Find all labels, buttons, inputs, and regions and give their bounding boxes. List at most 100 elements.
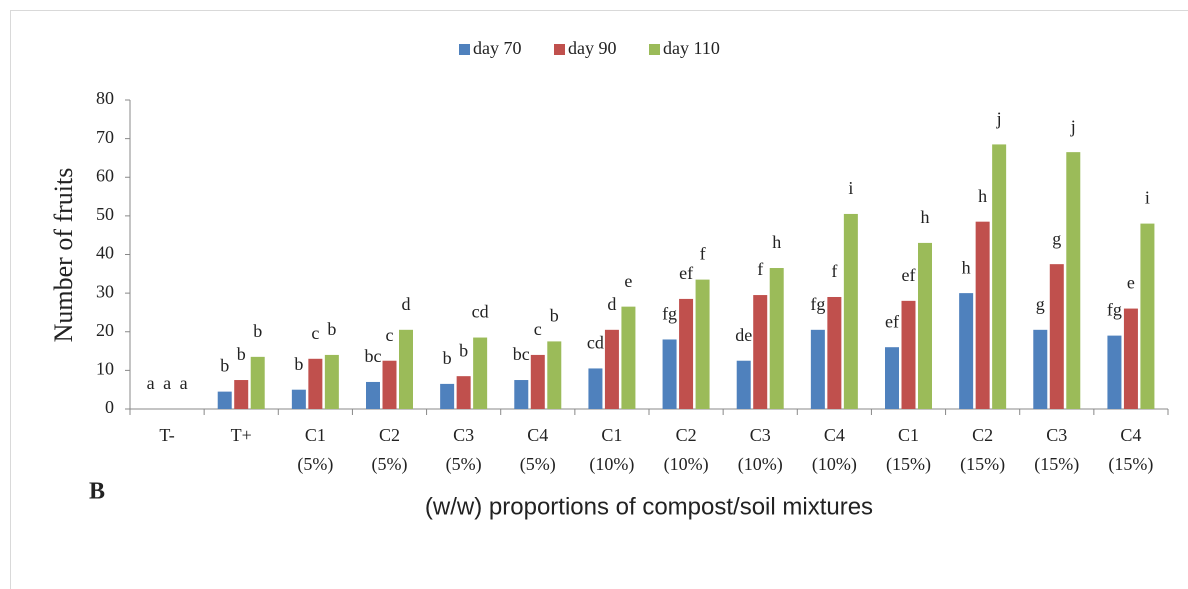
bar [662,339,677,409]
bar [1066,152,1081,410]
significance-letter: j [996,109,1002,129]
bar [588,368,603,409]
x-tick-label: (5%) [297,454,333,475]
bar [1049,264,1064,409]
significance-letter: b [443,348,452,368]
bar [399,329,413,409]
significance-letter: e [624,271,632,291]
x-tick-label: (15%) [960,454,1005,475]
significance-letter: h [978,186,987,206]
significance-letter: d [402,294,411,314]
significance-letter: cd [472,302,489,322]
significance-letter: j [1070,116,1076,136]
bar [382,360,397,409]
bar [992,144,1007,409]
y-tick-label: 80 [96,88,114,108]
x-tick-label: C4 [1120,425,1141,445]
x-tick-label: C3 [750,425,771,445]
legend-swatch [459,44,470,55]
significance-letter: bc [513,344,530,364]
bar [621,306,636,409]
x-tick-label: (5%) [520,454,556,475]
significance-letter: ef [902,265,916,285]
y-tick-label: 40 [96,243,114,263]
bar [514,380,529,409]
bar [885,347,899,409]
significance-letter: a [163,373,171,393]
y-tick-label: 0 [105,397,114,417]
significance-letter: f [831,261,837,281]
significance-letter: de [735,325,752,345]
significance-letter: c [386,325,394,345]
bar [234,380,249,409]
bar [959,293,974,409]
significance-letter: b [237,344,246,364]
legend-label: day 110 [663,38,720,58]
bar [975,221,990,409]
x-tick-label: C1 [898,425,919,445]
x-tick-label: T- [159,425,174,445]
significance-letter: h [921,207,930,227]
significance-letter: ef [885,311,899,331]
y-axis-title: Number of fruits [49,168,78,343]
y-tick-label: 60 [96,165,114,185]
y-tick-label: 50 [96,204,114,224]
bar [250,356,265,409]
significance-letter: h [772,232,781,252]
bar [547,341,562,409]
legend-swatch [649,44,660,55]
significance-letter: e [1127,273,1135,293]
x-tick-label: C4 [527,425,548,445]
significance-letter: b [294,354,303,374]
x-tick-label: C3 [453,425,474,445]
bar [695,279,710,409]
x-tick-label: (5%) [446,454,482,475]
bar [291,389,306,409]
significance-letter: c [311,323,319,343]
bar [679,298,694,409]
legend-label: day 70 [473,38,522,58]
significance-letter: fg [810,294,825,314]
x-tick-label: C1 [305,425,326,445]
x-tick-label: (10%) [589,454,634,475]
bar [827,296,842,409]
bar [918,242,932,409]
significance-letter: cd [587,333,604,353]
significance-letter: fg [662,304,677,324]
significance-letter: b [550,306,559,326]
x-tick-label: (15%) [886,454,931,475]
y-tick-label: 10 [96,359,114,379]
significance-letter: i [1145,188,1150,208]
bar [366,381,380,409]
significance-letter: a [147,373,155,393]
significance-letter: b [327,319,336,339]
bar [456,376,471,409]
bar [1123,308,1138,409]
significance-letter: d [607,294,616,314]
bar [440,383,455,409]
bar [324,354,339,409]
significance-letter: b [253,321,262,341]
bar [217,391,232,409]
x-tick-label: C2 [972,425,993,445]
bar [901,300,916,409]
significance-letter: c [534,319,542,339]
x-tick-label: (5%) [372,454,408,475]
significance-letter: g [1052,228,1061,248]
bar [1140,223,1155,409]
significance-letter: a [180,373,188,393]
significance-letter: i [848,178,853,198]
x-tick-label: C2 [676,425,697,445]
x-axis-title: (w/w) proportions of compost/soil mixtur… [425,493,873,520]
significance-letter: bc [365,346,382,366]
x-tick-label: (15%) [1108,454,1153,475]
x-tick-label: (10%) [812,454,857,475]
x-tick-label: (10%) [664,454,709,475]
bar [473,337,488,409]
y-tick-label: 70 [96,127,114,147]
bar [530,354,545,409]
significance-letter: ef [679,263,693,283]
significance-letter: fg [1107,300,1122,320]
x-tick-label: (10%) [738,454,783,475]
